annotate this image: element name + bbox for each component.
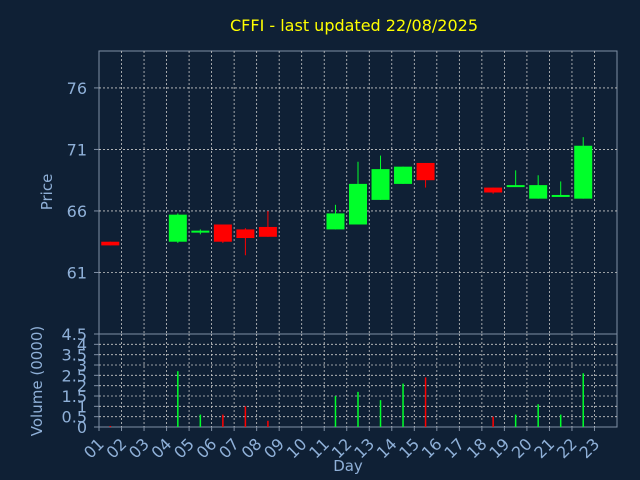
price-panel: 61 66 71 76 — [67, 50, 618, 335]
volume-tick-label: 1 — [77, 397, 87, 416]
candle-body-14 — [394, 166, 413, 184]
candle-body-12 — [349, 183, 367, 225]
volume-bar-14 — [402, 383, 404, 427]
candle-body-15 — [416, 162, 435, 181]
volume-bar-20 — [537, 404, 539, 427]
candle-body-13 — [371, 169, 390, 200]
price-tick-label: 71 — [67, 140, 87, 159]
candle-body-11 — [326, 213, 345, 230]
volume-bar-19 — [514, 414, 517, 427]
volume-bar-18 — [492, 416, 494, 427]
volume-tick-label: 0.5 — [62, 408, 87, 427]
candle-body-22 — [574, 145, 593, 199]
candle-body-19 — [506, 185, 525, 188]
candle-body-08 — [258, 226, 277, 237]
candle-body-20 — [529, 185, 548, 199]
volume-tick-label: 2.5 — [62, 366, 87, 385]
volume-bar-05 — [199, 414, 202, 427]
volume-tick-label: 3 — [77, 356, 87, 375]
volume-tick-label: 2 — [77, 377, 87, 396]
candle-body-04 — [168, 214, 187, 242]
volume-bar-07 — [244, 406, 247, 427]
volume-tick-label: 4 — [77, 335, 87, 354]
volume-tick-label: 4.5 — [62, 325, 87, 344]
candle-body-06 — [213, 224, 232, 242]
candle-body-18 — [484, 187, 503, 193]
volume-bar-01 — [109, 425, 112, 427]
volume-tick-label: 1.5 — [62, 387, 87, 406]
volume-panel: 00.511.522.533.544.5 — [62, 325, 618, 437]
price-axis-label: Price — [38, 174, 56, 211]
price-tick-label: 61 — [67, 263, 87, 282]
candle-body-05 — [191, 230, 210, 233]
volume-bar-15 — [424, 377, 427, 427]
candle-body-07 — [236, 229, 255, 239]
volume-bar-21 — [559, 414, 562, 427]
candle-body-01 — [101, 241, 120, 246]
volume-bar-04 — [177, 371, 179, 427]
volume-bar-11 — [334, 396, 337, 427]
x-tick-label: 23 — [575, 434, 603, 462]
volume-bar-22 — [582, 373, 584, 427]
volume-bar-06 — [222, 414, 224, 427]
chart-title: CFFI - last updated 22/08/2025 — [230, 16, 478, 35]
volume-axis-label: Volume (0000) — [28, 326, 46, 436]
volume-bar-13 — [379, 400, 382, 427]
volume-bar-12 — [357, 391, 359, 427]
x-axis-label: Day — [333, 457, 363, 475]
price-tick-label: 76 — [67, 79, 87, 98]
volume-bar-08 — [267, 420, 269, 427]
candle-body-21 — [551, 194, 570, 197]
volume-tick-label: 0 — [77, 418, 87, 437]
volume-tick-label: 3.5 — [62, 346, 87, 365]
price-tick-label: 66 — [67, 202, 87, 221]
